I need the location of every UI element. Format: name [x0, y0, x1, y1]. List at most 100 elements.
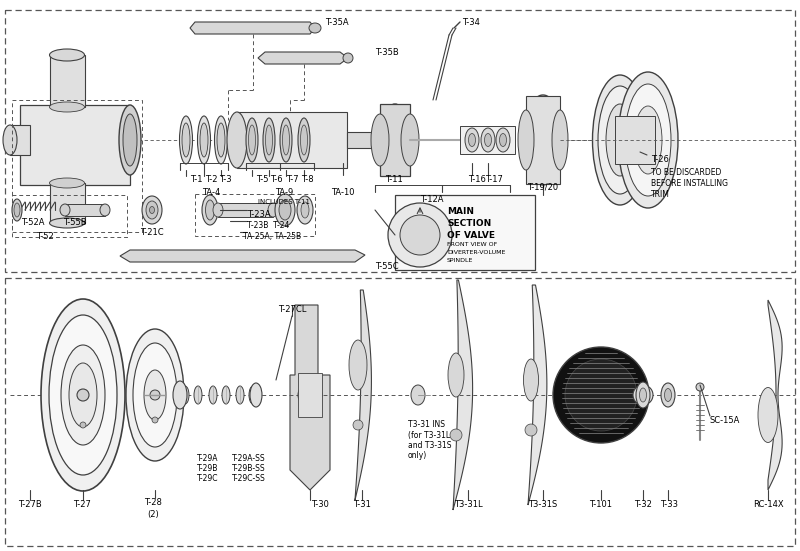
- Text: RC-14X: RC-14X: [753, 500, 783, 509]
- Text: T3-31S: T3-31S: [528, 500, 558, 509]
- Text: TRIM: TRIM: [651, 190, 670, 199]
- Ellipse shape: [100, 204, 110, 216]
- Text: SC-15A: SC-15A: [710, 416, 740, 425]
- Ellipse shape: [266, 125, 273, 155]
- Ellipse shape: [12, 199, 22, 221]
- Ellipse shape: [250, 383, 262, 407]
- Ellipse shape: [301, 202, 309, 218]
- Ellipse shape: [661, 383, 675, 407]
- Ellipse shape: [133, 343, 177, 447]
- Ellipse shape: [198, 116, 210, 164]
- Polygon shape: [258, 52, 348, 64]
- Bar: [10, 125, 30, 155]
- Text: T-3: T-3: [218, 175, 231, 184]
- Bar: [5, 10, 795, 272]
- Circle shape: [633, 385, 653, 405]
- Text: T-27: T-27: [73, 500, 91, 509]
- Text: T-5: T-5: [256, 175, 268, 184]
- Ellipse shape: [636, 382, 650, 408]
- Text: T-52: T-52: [36, 232, 54, 241]
- Circle shape: [353, 420, 363, 430]
- Ellipse shape: [411, 385, 425, 405]
- Ellipse shape: [606, 104, 634, 176]
- Bar: [395, 195, 535, 270]
- Ellipse shape: [665, 388, 671, 402]
- Text: T-29B: T-29B: [197, 464, 218, 473]
- Bar: [237, 112, 347, 168]
- Ellipse shape: [639, 388, 646, 402]
- Ellipse shape: [523, 95, 563, 185]
- Ellipse shape: [213, 203, 223, 217]
- Ellipse shape: [469, 133, 475, 147]
- Ellipse shape: [758, 387, 778, 442]
- Ellipse shape: [49, 315, 117, 475]
- Ellipse shape: [297, 196, 313, 224]
- Text: T-55B: T-55B: [63, 218, 87, 227]
- Text: SPINDLE: SPINDLE: [447, 258, 474, 263]
- Text: T-19/20: T-19/20: [527, 182, 558, 191]
- Polygon shape: [190, 22, 315, 34]
- Ellipse shape: [182, 123, 190, 157]
- Text: T-33: T-33: [660, 500, 678, 509]
- Ellipse shape: [227, 112, 247, 168]
- Ellipse shape: [401, 114, 419, 166]
- Text: BEFORE INSTALLING: BEFORE INSTALLING: [651, 179, 728, 188]
- Text: T-52A: T-52A: [22, 218, 45, 227]
- Bar: [615, 116, 655, 164]
- Text: T-11: T-11: [385, 175, 403, 184]
- Circle shape: [388, 203, 452, 267]
- Ellipse shape: [349, 340, 367, 390]
- Text: T-26: T-26: [651, 155, 669, 164]
- Ellipse shape: [209, 386, 217, 404]
- Polygon shape: [420, 217, 435, 235]
- Ellipse shape: [50, 49, 85, 61]
- Text: T-34: T-34: [462, 18, 480, 27]
- Bar: [5, 278, 795, 546]
- Ellipse shape: [481, 128, 495, 152]
- Polygon shape: [420, 235, 435, 253]
- Text: TA-4: TA-4: [202, 188, 220, 197]
- Text: T3-31 INS: T3-31 INS: [408, 420, 445, 429]
- Bar: [460, 126, 515, 154]
- Polygon shape: [405, 226, 420, 244]
- Ellipse shape: [275, 194, 295, 226]
- Text: (for T3-31L: (for T3-31L: [408, 431, 450, 440]
- Text: T-12A: T-12A: [420, 195, 444, 204]
- Text: SECTION: SECTION: [447, 219, 491, 228]
- Ellipse shape: [448, 353, 464, 397]
- Polygon shape: [768, 300, 782, 490]
- Text: (2): (2): [147, 510, 159, 519]
- Ellipse shape: [179, 116, 193, 164]
- Bar: [65, 204, 105, 216]
- Ellipse shape: [181, 386, 189, 404]
- Circle shape: [450, 429, 462, 441]
- Ellipse shape: [222, 386, 230, 404]
- Circle shape: [152, 417, 158, 423]
- Ellipse shape: [123, 114, 137, 166]
- Circle shape: [553, 347, 649, 443]
- Text: T3-31L: T3-31L: [454, 500, 482, 509]
- Text: DIVERTER-VOLUME: DIVERTER-VOLUME: [447, 250, 506, 255]
- Bar: [12, 195, 127, 237]
- Ellipse shape: [280, 118, 292, 162]
- Text: T-16: T-16: [468, 175, 486, 184]
- Ellipse shape: [618, 72, 678, 208]
- Ellipse shape: [696, 383, 704, 391]
- Text: T-101: T-101: [590, 500, 613, 509]
- Ellipse shape: [263, 118, 275, 162]
- Polygon shape: [290, 305, 330, 490]
- Circle shape: [298, 383, 322, 407]
- Ellipse shape: [146, 201, 158, 219]
- Circle shape: [638, 390, 648, 400]
- Text: and T3-31S: and T3-31S: [408, 441, 451, 450]
- Text: T-8: T-8: [301, 175, 314, 184]
- Bar: [50, 183, 85, 223]
- Text: T-29A: T-29A: [197, 454, 218, 463]
- Ellipse shape: [3, 125, 17, 155]
- Text: T-17: T-17: [485, 175, 503, 184]
- Ellipse shape: [309, 23, 321, 33]
- Polygon shape: [528, 285, 547, 505]
- Ellipse shape: [41, 299, 125, 491]
- Bar: [195, 194, 315, 236]
- Ellipse shape: [625, 84, 671, 196]
